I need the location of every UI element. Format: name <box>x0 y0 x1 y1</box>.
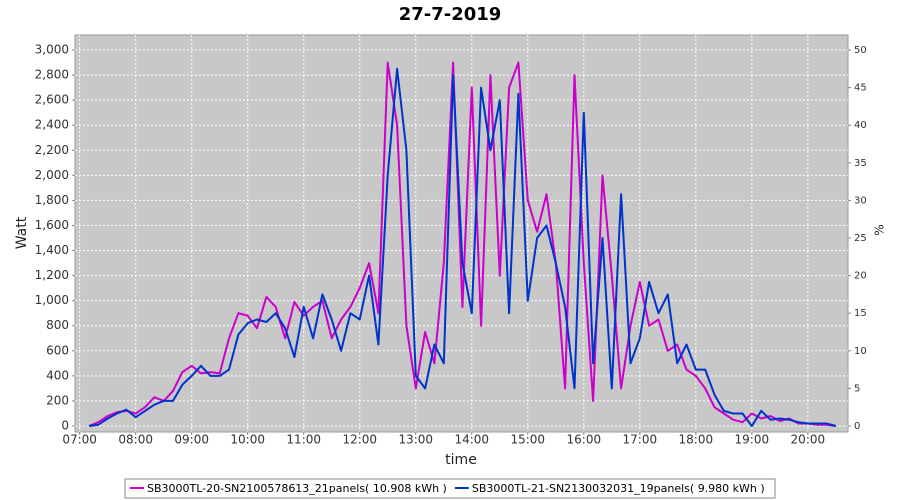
y-tick-label: 1,400 <box>35 243 69 257</box>
x-tick-label: 10:00 <box>230 433 265 447</box>
legend <box>124 478 776 499</box>
y2-tick-label: 25 <box>854 233 867 244</box>
x-tick-label: 14:00 <box>454 433 489 447</box>
y2-tick-label: 15 <box>854 308 867 319</box>
x-tick-label: 09:00 <box>174 433 209 447</box>
y-tick-label: 1,000 <box>35 293 69 307</box>
y2-tick-label: 40 <box>854 120 867 131</box>
x-tick-label: 07:00 <box>62 433 97 447</box>
y-tick-label: 2,200 <box>35 143 69 157</box>
x-tick-label: 16:00 <box>567 433 602 447</box>
x-axis-label: time <box>445 452 477 468</box>
y2-tick-label: 45 <box>854 83 867 94</box>
y2-axis-label: % <box>873 224 887 235</box>
y-tick-label: 0 <box>61 418 69 432</box>
y2-tick-label: 50 <box>854 45 867 56</box>
x-tick-label: 19:00 <box>735 433 770 447</box>
y-tick-label: 2,000 <box>35 168 69 182</box>
series-line <box>88 67 837 427</box>
x-tick-label: 12:00 <box>342 433 377 447</box>
y-tick-label: 1,600 <box>35 218 69 232</box>
y2-tick-label: 5 <box>854 383 860 394</box>
y2-tick-label: 30 <box>854 195 867 206</box>
y-tick-label: 1,800 <box>35 193 69 207</box>
x-tick-label: 20:00 <box>791 433 826 447</box>
y2-tick-label: 0 <box>854 421 860 432</box>
y2-tick-label: 10 <box>854 346 867 357</box>
series-line <box>88 61 837 427</box>
y-tick-label: 200 <box>46 393 69 407</box>
x-tick-label: 18:00 <box>679 433 714 447</box>
x-tick-label: 17:00 <box>623 433 658 447</box>
chart-title: 27-7-2019 <box>399 4 502 25</box>
x-tick-label: 11:00 <box>286 433 321 447</box>
y-tick-label: 1,200 <box>35 268 69 282</box>
legend-label: SB3000TL-20-SN2100578613_21panels( 10.90… <box>147 482 447 495</box>
legend-label: SB3000TL-21-SN2130032031_19panels( 9.980… <box>472 482 765 495</box>
y-tick-label: 2,400 <box>35 118 69 132</box>
y-tick-label: 800 <box>46 318 69 332</box>
y-tick-label: 600 <box>46 343 69 357</box>
y-tick-label: 2,800 <box>35 68 69 82</box>
y-tick-label: 2,600 <box>35 93 69 107</box>
y-tick-label: 3,000 <box>35 43 69 57</box>
y-axis-label: Watt <box>14 216 30 249</box>
x-tick-label: 13:00 <box>398 433 433 447</box>
x-tick-label: 15:00 <box>510 433 545 447</box>
y-tick-label: 400 <box>46 368 69 382</box>
y2-tick-label: 20 <box>854 271 867 282</box>
x-tick-label: 08:00 <box>118 433 153 447</box>
y2-tick-label: 35 <box>854 158 867 169</box>
